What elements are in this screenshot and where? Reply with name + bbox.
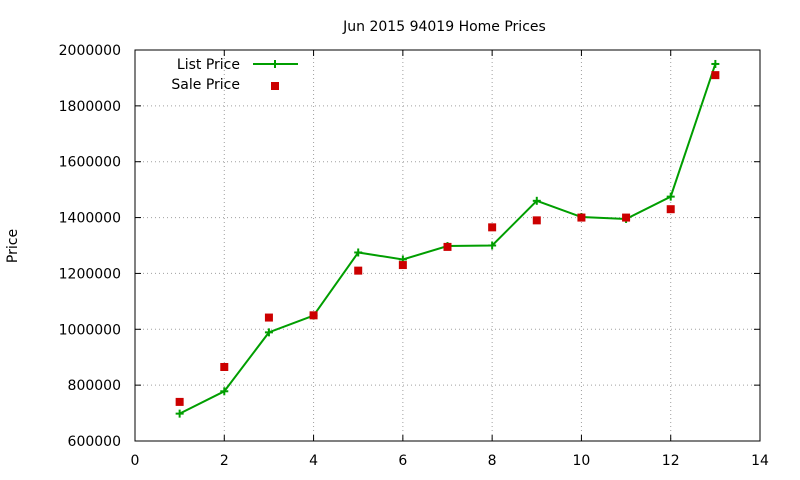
series-list-price <box>175 59 720 418</box>
y-tick-label: 2000000 <box>59 43 121 59</box>
plot-area-border <box>134 49 761 442</box>
series-layer <box>175 59 720 418</box>
data-point-square <box>488 223 497 232</box>
x-tick-label: 4 <box>309 453 318 469</box>
x-tick-label: 14 <box>751 453 769 469</box>
data-point-square <box>220 362 229 371</box>
data-point-square <box>532 216 541 225</box>
data-point-plus <box>220 387 229 396</box>
y-tick-label: 800000 <box>68 378 121 394</box>
legend-label: Sale Price <box>171 77 240 93</box>
legend-label: List Price <box>177 57 240 73</box>
y-axis-title: Price <box>5 229 21 263</box>
data-point-square <box>666 205 675 214</box>
x-tick-label: 6 <box>398 453 407 469</box>
x-tick-label: 0 <box>131 453 140 469</box>
legend-square-marker <box>271 82 279 90</box>
x-tick-label: 2 <box>220 453 229 469</box>
data-point-square <box>577 213 586 222</box>
data-point-square <box>443 242 452 251</box>
data-point-square <box>264 313 273 322</box>
data-point-plus <box>354 248 363 257</box>
data-point-square <box>309 311 318 320</box>
data-point-plus <box>532 196 541 205</box>
x-tick-label: 10 <box>573 453 591 469</box>
y-tick-label: 600000 <box>68 434 121 450</box>
y-tick-label: 1400000 <box>59 211 121 227</box>
data-point-square <box>175 397 184 406</box>
series-line <box>179 63 717 415</box>
data-point-square <box>354 266 363 275</box>
data-point-plus <box>488 241 497 250</box>
series-sale-price <box>175 71 720 406</box>
data-point-plus <box>264 328 273 337</box>
legend: List Price Sale Price <box>171 57 298 93</box>
y-tick-label: 1200000 <box>59 266 121 282</box>
data-point-square <box>622 213 631 222</box>
axis-ticks: 0 2 4 6 8 10 12 14 600000 800000 1000000 1200000 140… <box>59 43 769 469</box>
data-point-square <box>398 261 407 270</box>
chart-title: Jun 2015 94019 Home Prices <box>342 19 546 35</box>
x-tick-label: 12 <box>662 453 680 469</box>
y-tick-label: 1600000 <box>59 155 121 171</box>
y-tick-label: 1000000 <box>59 322 121 338</box>
data-point-plus <box>175 409 184 418</box>
data-point-plus <box>666 192 675 201</box>
y-tick-label: 1800000 <box>59 99 121 115</box>
x-tick-label: 8 <box>488 453 497 469</box>
legend-plus-marker <box>271 60 279 68</box>
grid-lines <box>135 50 760 441</box>
data-point-plus <box>711 59 720 68</box>
data-point-square <box>711 71 720 80</box>
